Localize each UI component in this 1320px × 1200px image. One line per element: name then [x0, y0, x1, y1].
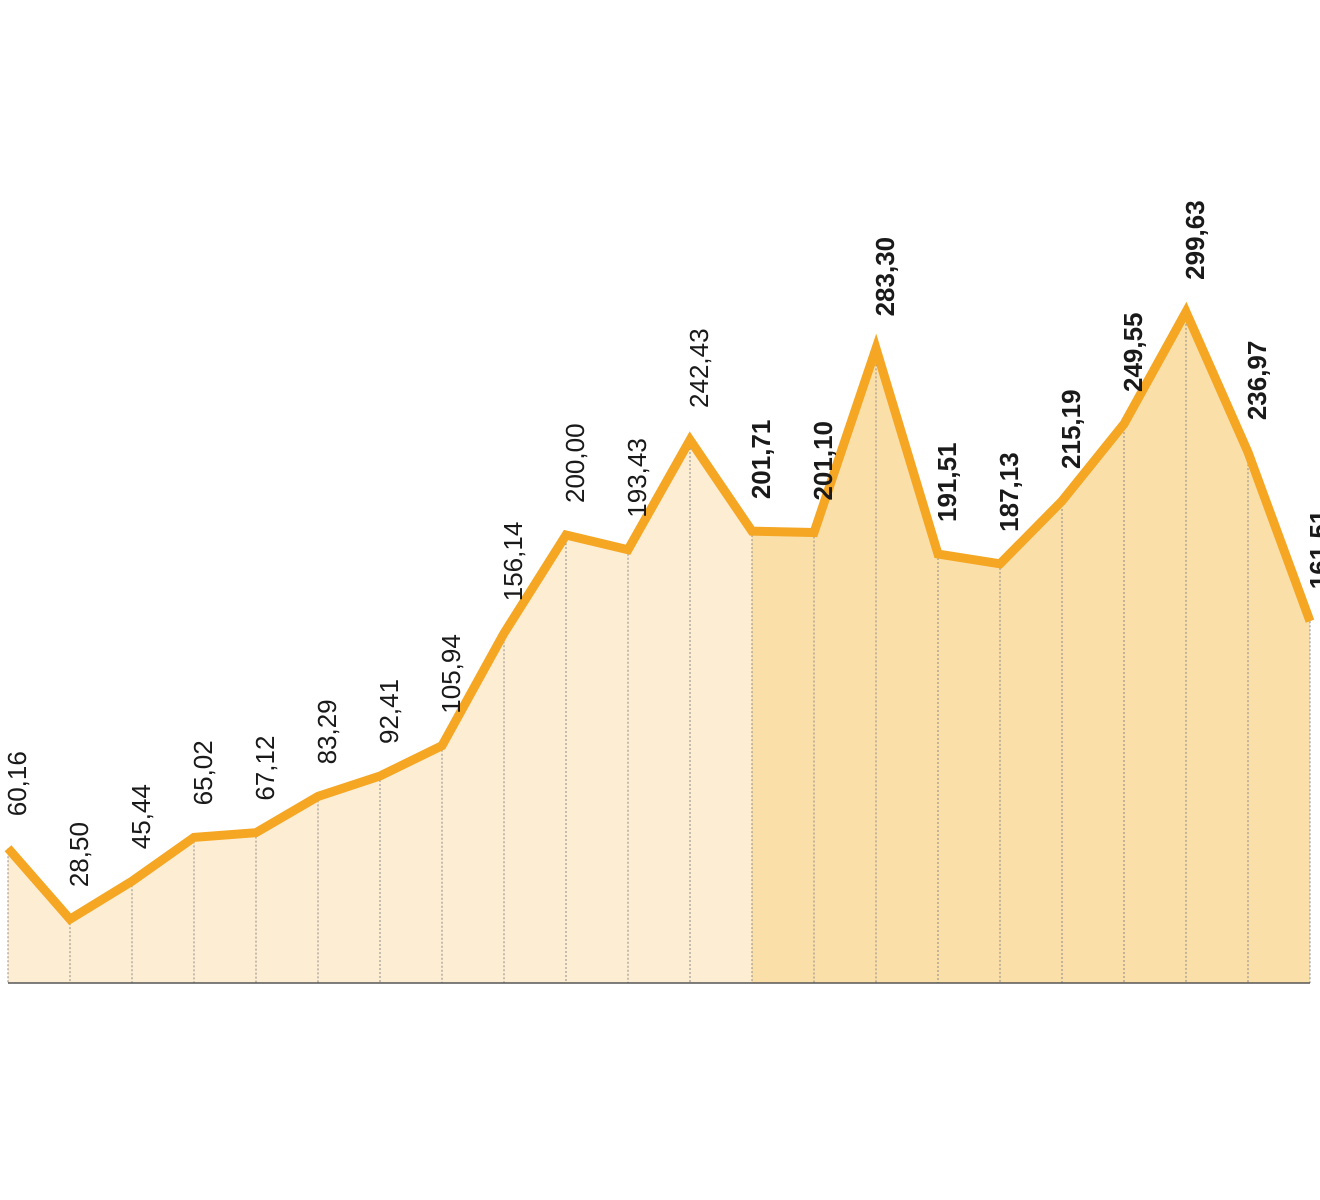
- data-label-10: 193,43: [622, 438, 652, 518]
- data-label-4: 67,12: [250, 736, 280, 801]
- data-label-3: 65,02: [188, 740, 218, 805]
- data-label-18: 249,55: [1118, 312, 1148, 392]
- data-label-0: 60,16: [2, 751, 32, 816]
- data-label-19: 299,63: [1180, 200, 1210, 280]
- data-label-5: 83,29: [312, 699, 342, 764]
- data-label-2: 45,44: [126, 784, 156, 849]
- point-guides: [7, 311, 1311, 983]
- data-label-21: 161,51: [1304, 510, 1320, 590]
- area-fill-dark: [752, 311, 1310, 983]
- data-label-7: 105,94: [436, 634, 466, 714]
- data-label-13: 201,10: [808, 421, 838, 501]
- data-label-9: 200,00: [560, 423, 590, 503]
- data-label-12: 201,71: [746, 420, 776, 500]
- area-fills: [8, 311, 1310, 983]
- data-label-17: 215,19: [1056, 389, 1086, 469]
- data-labels: 60,16 28,50 45,44 65,02 67,12 83,29 92,41 105,9…: [2, 200, 1320, 887]
- data-label-1: 28,50: [64, 822, 94, 887]
- data-label-6: 92,41: [374, 679, 404, 744]
- data-label-8: 156,14: [498, 522, 528, 602]
- data-label-11: 242,43: [684, 328, 714, 408]
- series-line: [4, 301, 1315, 925]
- data-label-15: 191,51: [932, 442, 962, 522]
- data-label-16: 187,13: [994, 452, 1024, 532]
- data-label-20: 236,97: [1242, 341, 1272, 421]
- data-label-14: 283,30: [870, 237, 900, 317]
